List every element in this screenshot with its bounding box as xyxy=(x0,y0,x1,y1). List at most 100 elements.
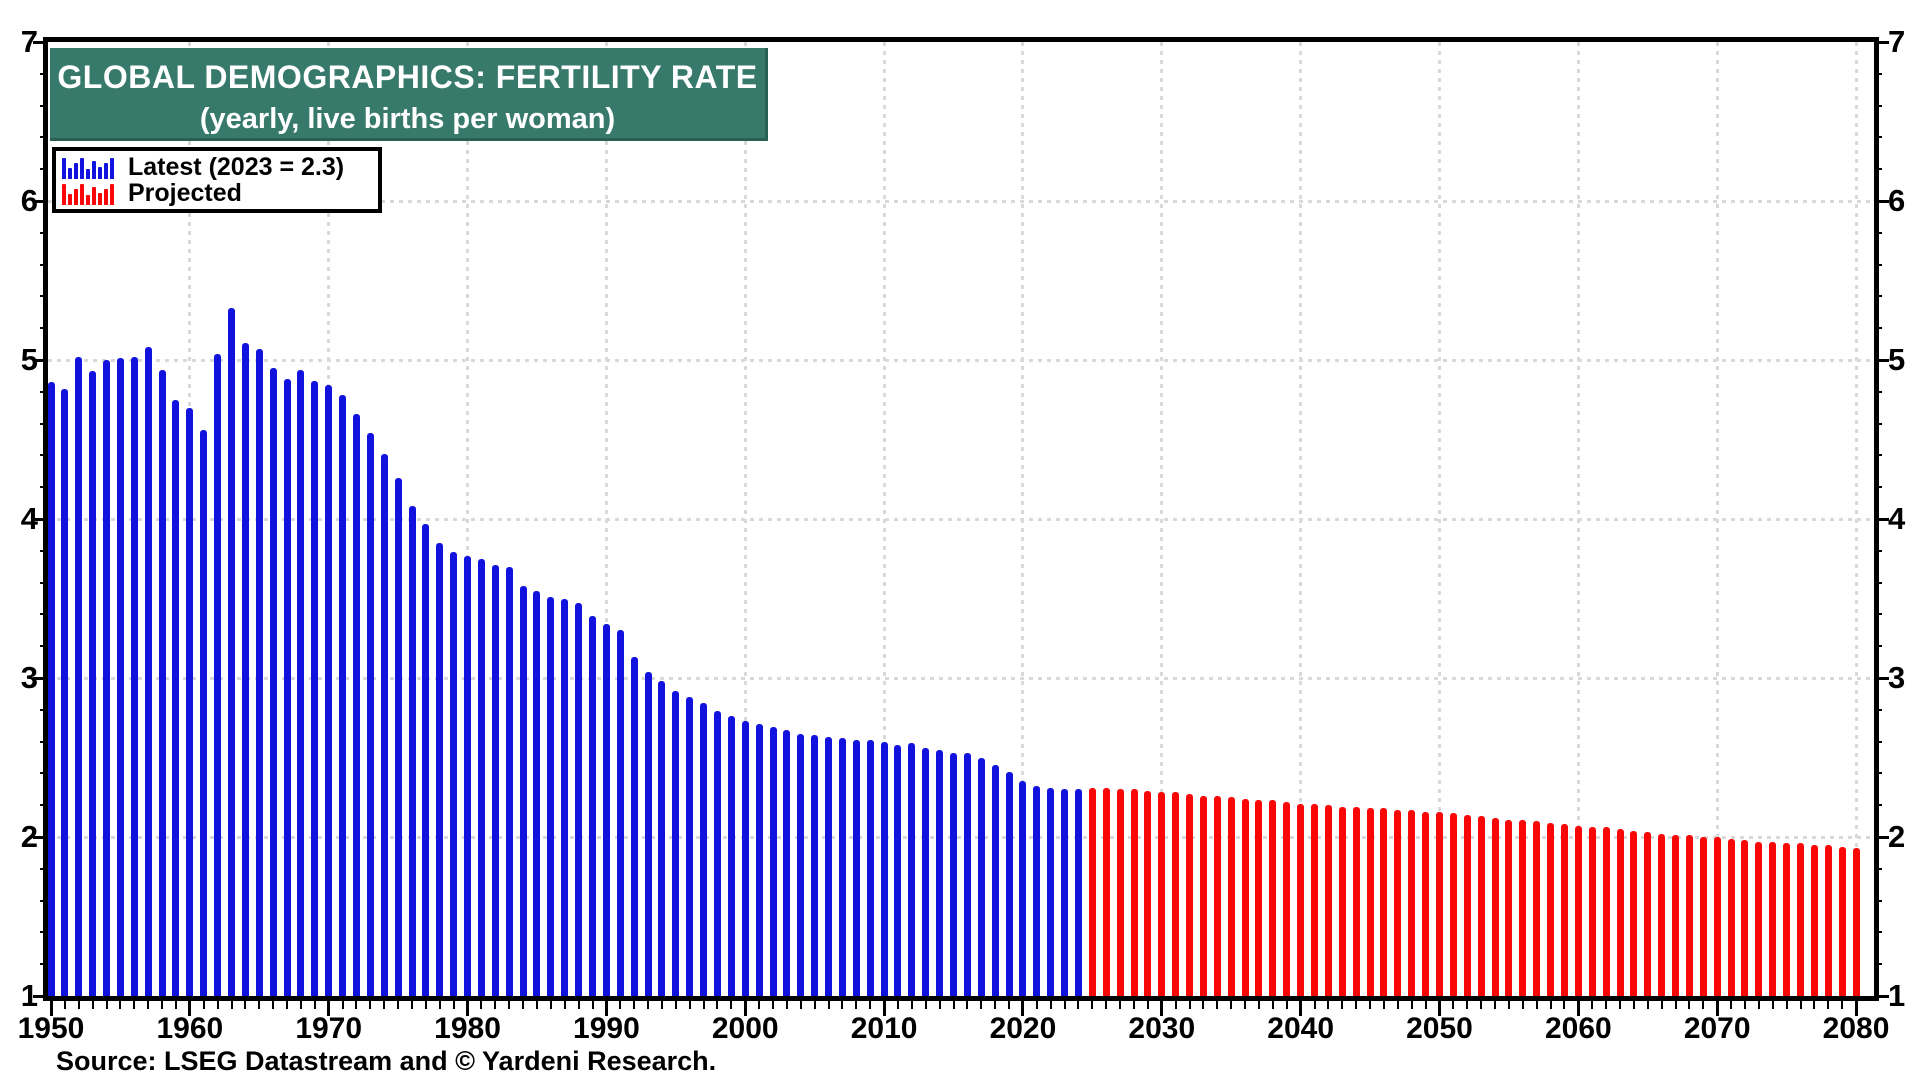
x-minor-tick-2034 xyxy=(1216,1001,1219,1009)
x-minor-tick-2055 xyxy=(1507,1001,1510,1009)
bar-1987 xyxy=(561,598,569,996)
x-minor-tick-2008 xyxy=(855,1001,858,1009)
y-minor-tick-left xyxy=(40,295,48,298)
y-minor-tick-right xyxy=(1874,168,1882,171)
bar-1977 xyxy=(422,523,430,996)
x-axis-label-2000: 2000 xyxy=(711,1012,779,1045)
bar-2034 xyxy=(1213,795,1221,996)
y-minor-tick-left xyxy=(40,104,48,107)
x-minor-tick-2076 xyxy=(1799,1001,1802,1009)
bar-1961 xyxy=(200,429,208,996)
y-minor-tick-right xyxy=(1874,72,1882,75)
bar-2068 xyxy=(1685,835,1693,996)
bar-2014 xyxy=(936,749,944,996)
x-minor-tick-2075 xyxy=(1785,1001,1788,1009)
x-axis-label-2070: 2070 xyxy=(1683,1012,1751,1045)
bar-2061 xyxy=(1588,827,1596,996)
y-minor-tick-left xyxy=(40,931,48,934)
x-minor-tick-2019 xyxy=(1008,1001,1011,1009)
bar-1997 xyxy=(700,703,708,996)
x-minor-tick-1987 xyxy=(563,1001,566,1009)
bar-2052 xyxy=(1463,814,1471,996)
x-minor-tick-2032 xyxy=(1188,1001,1191,1009)
v-gridline-2010 xyxy=(882,42,886,996)
y-minor-tick-left xyxy=(40,168,48,171)
bar-1980 xyxy=(464,555,472,996)
bar-2057 xyxy=(1533,821,1541,996)
x-minor-tick-1969 xyxy=(313,1001,316,1009)
bar-2058 xyxy=(1547,822,1555,996)
x-minor-tick-2063 xyxy=(1619,1001,1621,1009)
bar-2008 xyxy=(852,740,860,996)
x-minor-tick-1972 xyxy=(355,1001,358,1009)
bar-2055 xyxy=(1505,819,1513,996)
x-minor-tick-2027 xyxy=(1119,1001,1122,1009)
y-minor-tick-left xyxy=(40,72,48,75)
y-major-tick-right-1 xyxy=(1874,994,1889,998)
bar-2009 xyxy=(866,740,874,996)
x-minor-tick-1977 xyxy=(424,1001,427,1009)
bar-2037 xyxy=(1255,800,1263,996)
x-minor-tick-1994 xyxy=(660,1001,663,1009)
y-axis-label-left-1: 1 xyxy=(20,978,38,1013)
bar-1996 xyxy=(686,697,694,996)
bar-2064 xyxy=(1630,830,1638,996)
y-axis-label-right-3: 3 xyxy=(1888,660,1906,695)
y-minor-tick-right xyxy=(1874,645,1882,648)
x-minor-tick-1957 xyxy=(147,1001,150,1009)
bar-1952 xyxy=(75,356,83,996)
bar-1992 xyxy=(630,657,638,996)
x-axis-label-1950: 1950 xyxy=(17,1012,85,1045)
bar-2041 xyxy=(1311,803,1319,996)
bar-1975 xyxy=(394,477,402,996)
bar-2078 xyxy=(1824,844,1832,996)
v-gridline-2070 xyxy=(1715,42,1719,996)
bar-2062 xyxy=(1602,827,1610,996)
bar-2046 xyxy=(1380,808,1388,996)
x-minor-tick-1951 xyxy=(63,1001,66,1009)
y-major-tick-right-6 xyxy=(1874,199,1889,203)
bar-2015 xyxy=(950,752,958,996)
bar-2038 xyxy=(1269,800,1277,996)
x-axis-label-2020: 2020 xyxy=(989,1012,1057,1045)
x-minor-tick-2017 xyxy=(980,1001,983,1009)
y-minor-tick-left xyxy=(40,867,48,870)
x-minor-tick-1966 xyxy=(272,1001,275,1009)
y-minor-tick-left xyxy=(40,772,48,775)
y-major-tick-left-6 xyxy=(33,199,48,203)
bar-1982 xyxy=(491,565,499,996)
y-major-tick-left-5 xyxy=(33,358,48,362)
bar-2019 xyxy=(1005,771,1013,996)
bar-2007 xyxy=(838,738,846,996)
bar-1983 xyxy=(505,566,513,996)
bar-1969 xyxy=(311,380,319,996)
x-minor-tick-1989 xyxy=(591,1001,594,1009)
bar-2010 xyxy=(880,741,888,996)
bar-1955 xyxy=(116,358,124,996)
bar-2002 xyxy=(769,727,777,996)
y-minor-tick-right xyxy=(1874,136,1882,139)
bar-2075 xyxy=(1783,843,1791,996)
x-minor-tick-2073 xyxy=(1757,1001,1760,1009)
bar-2067 xyxy=(1672,835,1680,996)
bar-1989 xyxy=(589,615,596,996)
bar-1954 xyxy=(103,360,111,996)
x-minor-tick-2015 xyxy=(952,1001,955,1009)
bar-2017 xyxy=(977,757,985,996)
v-gridline-2050 xyxy=(1438,42,1441,996)
x-major-tick-2080 xyxy=(1854,1001,1858,1016)
y-major-tick-right-7 xyxy=(1874,40,1889,44)
bar-2043 xyxy=(1338,806,1346,996)
y-axis-label-right-1: 1 xyxy=(1888,978,1906,1013)
x-minor-tick-2021 xyxy=(1035,1001,1038,1009)
x-minor-tick-2061 xyxy=(1591,1001,1594,1009)
v-gridline-2000 xyxy=(743,42,747,996)
y-minor-tick-right xyxy=(1874,867,1882,870)
y-axis-label-right-5: 5 xyxy=(1888,342,1906,377)
x-minor-tick-2041 xyxy=(1313,1001,1316,1009)
x-minor-tick-2053 xyxy=(1480,1001,1483,1009)
x-minor-tick-2052 xyxy=(1466,1001,1469,1009)
x-minor-tick-2023 xyxy=(1063,1001,1066,1009)
y-minor-tick-left xyxy=(40,263,48,266)
y-minor-tick-left xyxy=(40,804,48,807)
